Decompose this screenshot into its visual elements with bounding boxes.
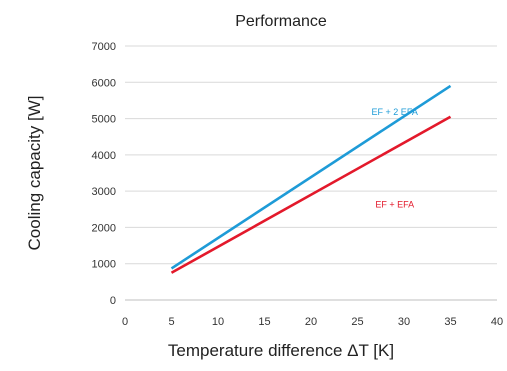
x-tick-label: 5 — [168, 316, 174, 328]
series-label: EF + 2 EFA — [372, 107, 418, 117]
y-tick-label: 3000 — [92, 186, 116, 198]
y-tick-label: 7000 — [92, 41, 116, 53]
chart-title: Performance — [235, 13, 327, 30]
x-tick-label: 35 — [444, 316, 456, 328]
x-tick-label: 20 — [305, 316, 317, 328]
grid-lines — [125, 45, 497, 265]
x-tick-label: 30 — [398, 316, 410, 328]
series-line — [170, 84, 452, 270]
series-labels: EF + 2 EFA EF + EFA — [372, 107, 418, 210]
x-tick-label: 25 — [351, 316, 363, 328]
y-tick-label: 0 — [110, 295, 116, 307]
series-label: EF + EFA — [375, 199, 414, 209]
series-line — [170, 115, 452, 274]
y-axis-title: Cooling capacity [W] — [25, 96, 44, 251]
x-tick-label: 10 — [212, 316, 224, 328]
x-tick-label: 15 — [258, 316, 270, 328]
x-tick-label: 0 — [122, 316, 128, 328]
data-series — [170, 84, 452, 274]
y-tick-label: 2000 — [92, 222, 116, 234]
x-tick-label: 40 — [491, 316, 503, 328]
y-tick-label: 4000 — [92, 150, 116, 162]
y-tick-label: 5000 — [92, 114, 116, 126]
tick-labels: 0 1000 2000 3000 4000 5000 6000 7000 0 5 10 15 20 25 3… — [92, 41, 504, 328]
y-tick-label: 6000 — [92, 77, 116, 89]
x-axis-title: Temperature difference ΔT [K] — [168, 341, 394, 360]
y-tick-label: 1000 — [92, 259, 116, 271]
